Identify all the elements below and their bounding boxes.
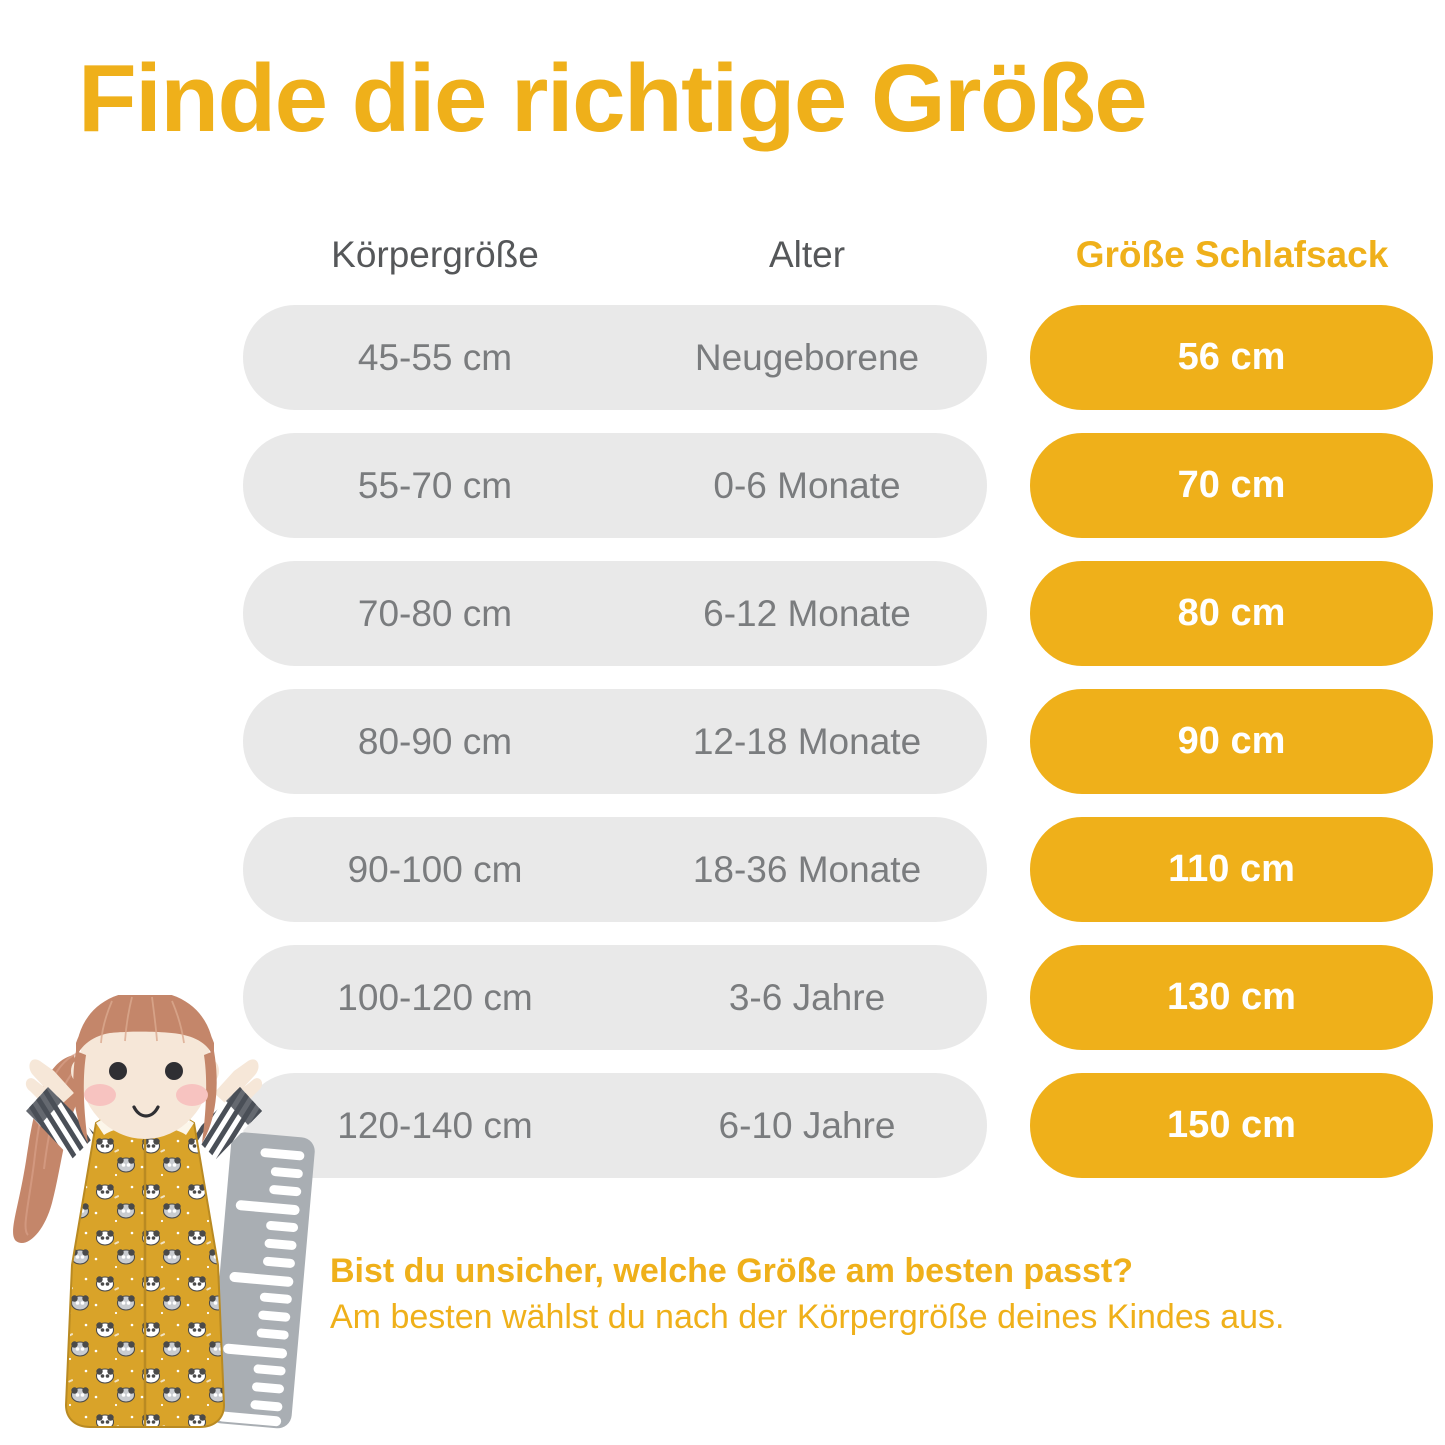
cell-body-size: 90-100 cm — [347, 848, 523, 890]
cell-age: 12-18 Monate — [692, 720, 922, 762]
column-header-bag-size: Größe Schlafsack — [1075, 234, 1389, 275]
footnote: Bist du unsicher, welche Größe am besten… — [330, 1248, 1430, 1340]
ruler-icon — [207, 1132, 315, 1429]
bag-size-pill: 70 cm — [1030, 433, 1433, 538]
size-age-pill: 80-90 cm 12-18 Monate — [243, 689, 987, 794]
illustration-girl-with-ruler — [0, 995, 330, 1445]
cell-bag-size: 70 cm — [1177, 464, 1286, 506]
table-row: 80-90 cm 12-18 Monate 90 cm — [0, 689, 1445, 794]
bag-size-pill: 130 cm — [1030, 945, 1433, 1050]
column-header-body-size: Körpergröße — [331, 234, 539, 275]
cell-age: 18-36 Monate — [692, 848, 922, 890]
cell-age: Neugeborene — [694, 336, 920, 378]
bag-size-pill: 56 cm — [1030, 305, 1433, 410]
page-title: Finde die richtige Größe — [78, 45, 1148, 152]
table-body: 45-55 cm Neugeborene 56 cm 55-70 cm 0-6 Mona… — [0, 305, 1445, 1201]
cell-body-size: 55-70 cm — [357, 464, 513, 506]
bag-size-pill: 150 cm — [1030, 1073, 1433, 1178]
table-row: 100-120 cm 3-6 Jahre 130 cm — [0, 945, 1445, 1050]
bag-size-pill: 80 cm — [1030, 561, 1433, 666]
cell-age: 6-10 Jahre — [718, 1104, 896, 1146]
cell-body-size: 120-140 cm — [337, 1104, 533, 1146]
column-header-age: Alter — [768, 234, 846, 275]
table-row: 55-70 cm 0-6 Monate 70 cm — [0, 433, 1445, 538]
cell-bag-size: 56 cm — [1177, 336, 1286, 378]
bag-size-pill: 90 cm — [1030, 689, 1433, 794]
size-age-pill: 100-120 cm 3-6 Jahre — [243, 945, 987, 1050]
cell-body-size: 80-90 cm — [357, 720, 513, 762]
cell-bag-size: 110 cm — [1168, 848, 1295, 890]
cell-bag-size: 130 cm — [1167, 976, 1296, 1018]
size-age-pill: 90-100 cm 18-36 Monate — [243, 817, 987, 922]
head — [71, 995, 219, 1143]
sleeping-bag — [64, 1110, 226, 1428]
right-arm — [192, 1059, 263, 1159]
cell-bag-size: 80 cm — [1177, 592, 1286, 634]
table-row: 45-55 cm Neugeborene 56 cm — [0, 305, 1445, 410]
table-row: 70-80 cm 6-12 Monate 80 cm — [0, 561, 1445, 666]
cell-age: 0-6 Monate — [713, 464, 901, 506]
cell-body-size: 70-80 cm — [357, 592, 513, 634]
size-age-pill: 120-140 cm 6-10 Jahre — [243, 1073, 987, 1178]
cell-bag-size: 150 cm — [1167, 1104, 1296, 1146]
cell-bag-size: 90 cm — [1177, 720, 1286, 762]
cell-age: 6-12 Monate — [703, 592, 911, 634]
footnote-advice: Am besten wählst du nach der Körpergröße… — [330, 1298, 1285, 1336]
table-header-row: Körpergröße Alter Größe Schlafsack — [0, 232, 1445, 278]
cell-age: 3-6 Jahre — [728, 976, 886, 1018]
table-row: 120-140 cm 6-10 Jahre 150 cm — [0, 1073, 1445, 1178]
footnote-question: Bist du unsicher, welche Größe am besten… — [330, 1252, 1134, 1290]
cell-body-size: 45-55 cm — [357, 336, 513, 378]
bag-size-pill: 110 cm — [1030, 817, 1433, 922]
size-age-pill: 70-80 cm 6-12 Monate — [243, 561, 987, 666]
size-age-pill: 45-55 cm Neugeborene — [243, 305, 987, 410]
table-row: 90-100 cm 18-36 Monate 110 cm — [0, 817, 1445, 922]
size-age-pill: 55-70 cm 0-6 Monate — [243, 433, 987, 538]
left-arm — [25, 1059, 96, 1159]
cell-body-size: 100-120 cm — [337, 976, 533, 1018]
